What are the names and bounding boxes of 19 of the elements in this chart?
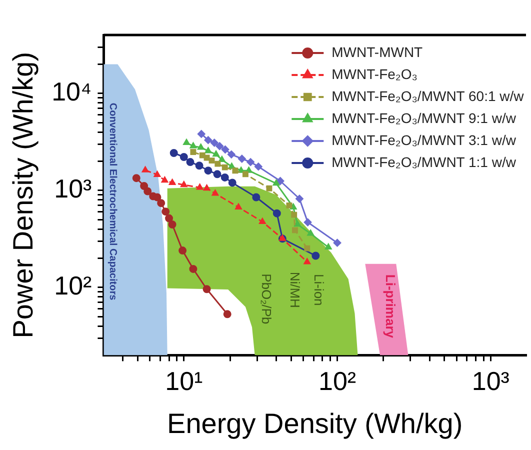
legend-label: MWNT-Fe₂O₃/MWNT 60:1 w/w bbox=[332, 88, 525, 104]
y-axis-title: Power Density (Wh/kg) bbox=[8, 52, 39, 338]
legend-label: MWNT-MWNT bbox=[332, 44, 424, 60]
legend-label: MWNT-Fe₂O₃/MWNT 9:1 w/w bbox=[332, 110, 517, 126]
annotation: Conventional Electrochemical Capacitors bbox=[107, 102, 118, 301]
y-tick-label: 10² bbox=[54, 270, 92, 301]
annotation: Li-ion bbox=[312, 274, 327, 306]
x-tick-label: 10² bbox=[318, 366, 356, 396]
y-tick-label: 10³ bbox=[54, 174, 92, 204]
legend-label: MWNT-Fe₂O₃/MWNT 1:1 w/w bbox=[332, 154, 517, 170]
y-tick-label: 10⁴ bbox=[52, 76, 92, 107]
x-tick-label: 10³ bbox=[472, 366, 510, 396]
legend-label: MWNT-Fe₂O₃ bbox=[332, 66, 418, 82]
annotation: Li-primary bbox=[383, 274, 398, 339]
x-tick-label: 10¹ bbox=[165, 366, 204, 396]
annotation: PbO₂/Pb bbox=[258, 274, 274, 324]
annotation: Ni/MH bbox=[288, 272, 303, 308]
x-axis-title: Energy Density (Wh/kg) bbox=[167, 408, 463, 439]
legend-label: MWNT-Fe₂O₃/MWNT 3:1 w/w bbox=[332, 132, 517, 148]
